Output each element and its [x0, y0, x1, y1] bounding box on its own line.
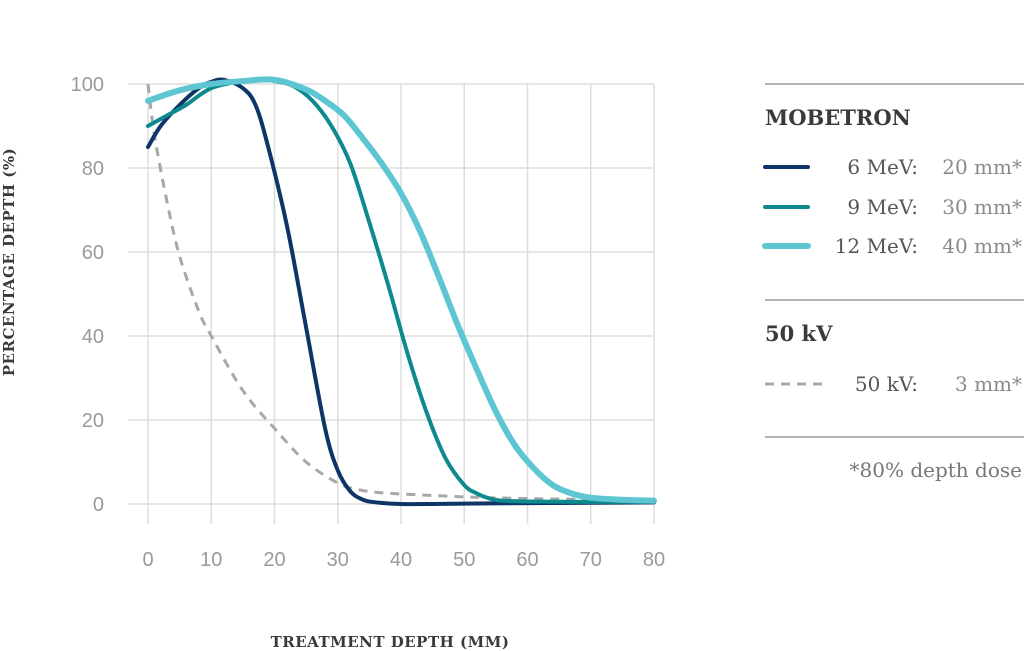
x-tick-label-70: 70 — [580, 549, 602, 571]
legend: MOBETRON 6 MeV: 20 mm* 9 MeV: 30 mm* 12 … — [762, 83, 1024, 482]
y-tick-label-0: 0 — [93, 494, 104, 516]
tick-labels: 0 10 20 30 40 50 60 70 80 0 20 40 60 80 100 — [71, 74, 666, 571]
x-tick-label-20: 20 — [263, 549, 285, 571]
legend-footnote: *80% depth dose — [850, 458, 1022, 482]
series-lines — [145, 76, 657, 507]
y-axis-title: PERCENTAGE DEPTH (%) — [0, 148, 18, 376]
x-tick-label-10: 10 — [200, 549, 222, 571]
x-axis-title: TREATMENT DEPTH (MM) — [271, 633, 510, 651]
legend-value-50kv: 3 mm* — [955, 372, 1022, 396]
legend-heading-mobetron: MOBETRON — [765, 105, 911, 130]
grid-lines — [128, 83, 655, 524]
y-tick-label-100: 100 — [71, 74, 104, 96]
series-line-50kv — [146, 83, 655, 502]
x-tick-label-80: 80 — [643, 549, 665, 571]
y-tick-label-80: 80 — [82, 158, 104, 180]
legend-value-9mev: 30 mm* — [942, 195, 1022, 219]
x-tick-label-30: 30 — [327, 549, 349, 571]
legend-label-12mev: 12 MeV: — [835, 234, 918, 258]
y-tick-label-20: 20 — [82, 410, 104, 432]
legend-value-12mev: 40 mm* — [942, 234, 1022, 258]
legend-label-50kv: 50 kV: — [855, 372, 918, 396]
y-tick-label-40: 40 — [82, 326, 104, 348]
legend-heading-50kv: 50 kV — [765, 321, 833, 346]
y-tick-label-60: 60 — [82, 242, 104, 264]
x-tick-label-50: 50 — [453, 549, 475, 571]
series-line-12mev — [145, 76, 657, 504]
legend-value-6mev: 20 mm* — [942, 155, 1022, 179]
legend-label-9mev: 9 MeV: — [847, 195, 918, 219]
x-tick-label-40: 40 — [390, 549, 412, 571]
legend-label-6mev: 6 MeV: — [847, 155, 918, 179]
x-tick-label-0: 0 — [142, 549, 153, 571]
x-tick-label-60: 60 — [516, 549, 538, 571]
